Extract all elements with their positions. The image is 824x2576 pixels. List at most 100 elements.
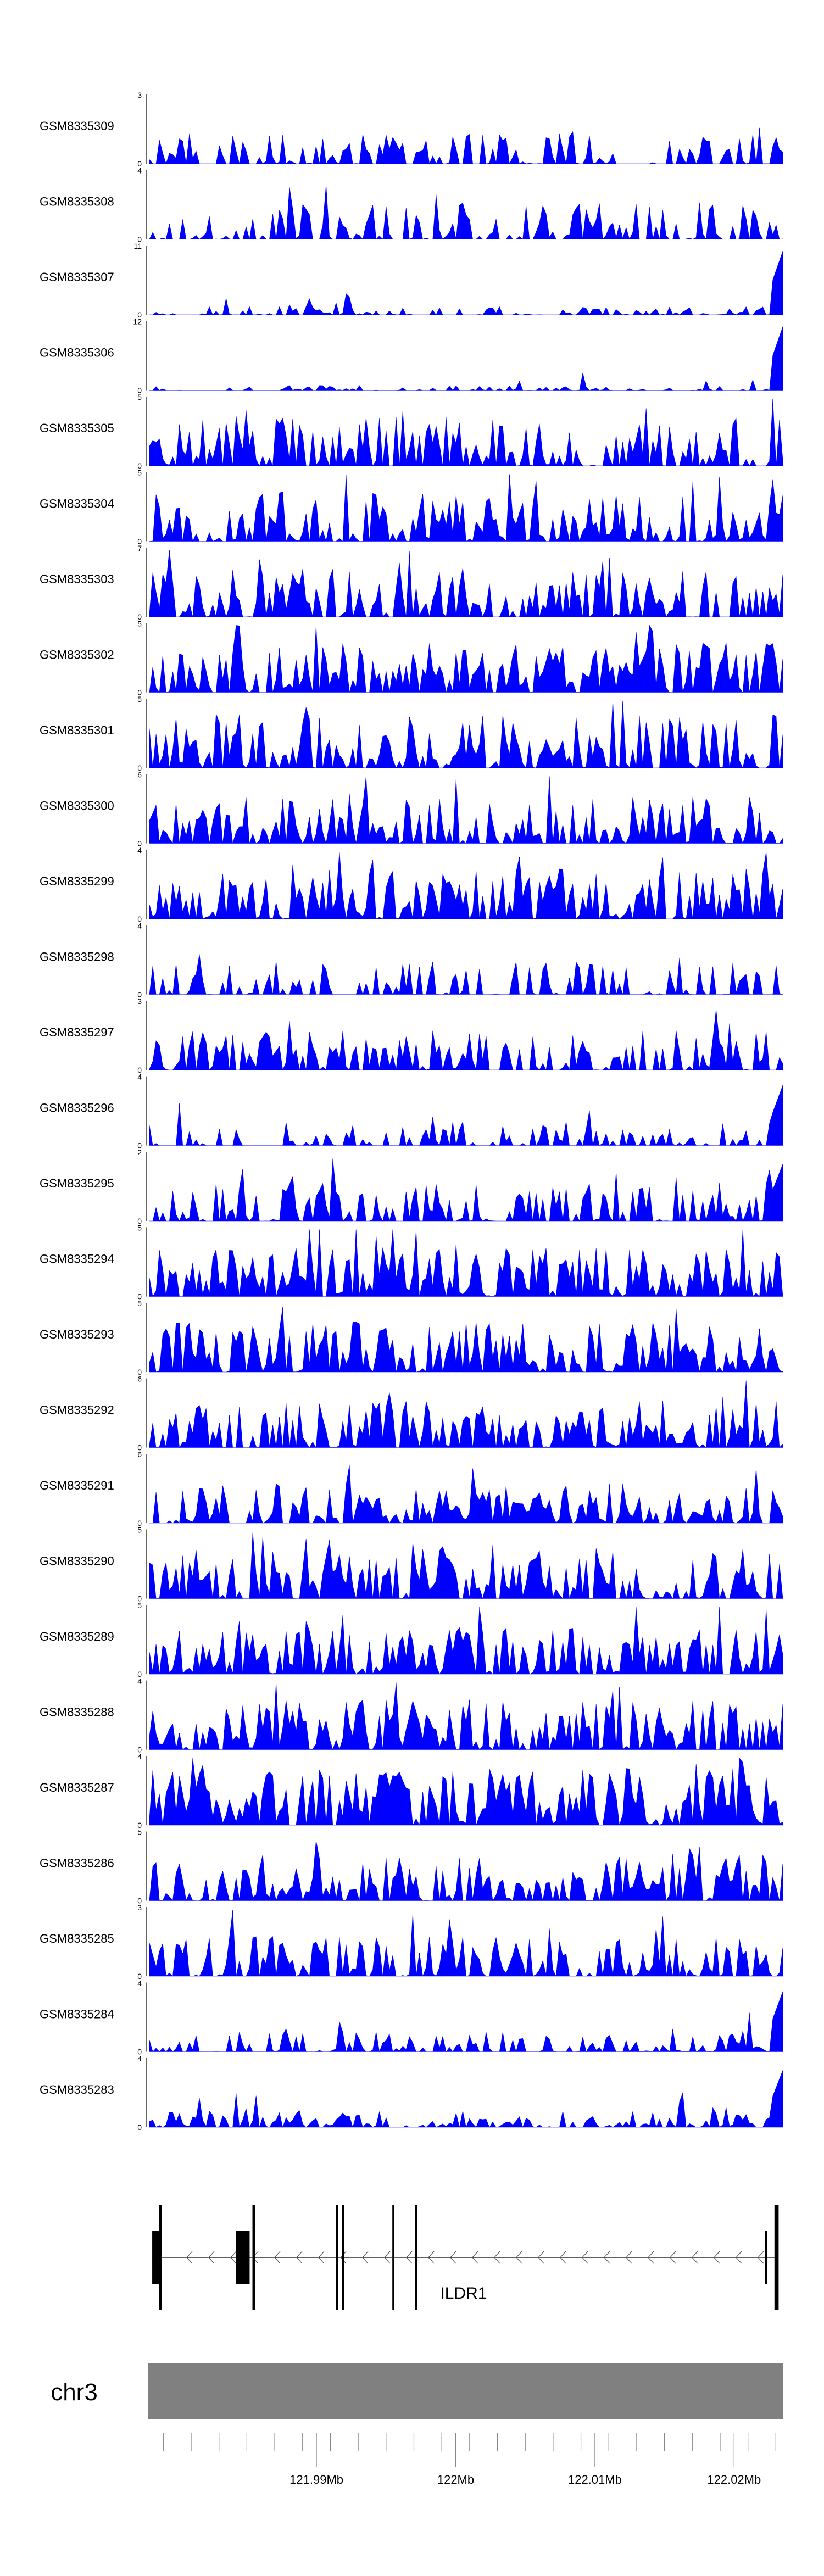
track-label: GSM8335301 (40, 723, 114, 737)
y-axis-min-label: 0 (137, 2048, 142, 2056)
track-label: GSM8335305 (40, 421, 114, 435)
y-axis-min-label: 0 (137, 1670, 142, 1679)
track-GSM8335292: GSM8335292 6 0 (40, 1375, 783, 1452)
track-GSM8335303: GSM8335303 7 0 (40, 544, 783, 621)
strand-chevron (406, 2251, 413, 2264)
track-label: GSM8335304 (40, 497, 114, 511)
y-axis-max-label: 5 (137, 1299, 142, 1308)
strand-chevron (208, 2251, 215, 2264)
y-axis-min-label: 0 (137, 1746, 142, 1754)
y-axis-max-label: 5 (137, 469, 142, 477)
gene-name-label: ILDR1 (440, 2284, 487, 2302)
coverage-signal (149, 185, 783, 240)
track-GSM8335297: GSM8335297 3 0 (40, 997, 783, 1074)
y-axis-min-label: 0 (137, 1519, 142, 1527)
coverage-signal (149, 1307, 783, 1373)
y-axis-max-label: 4 (137, 1677, 142, 1686)
exon-block (236, 2231, 250, 2284)
y-axis-min-label: 0 (137, 1217, 142, 1225)
y-axis-max-label: 7 (137, 544, 142, 553)
y-axis-min-label: 0 (137, 1292, 142, 1301)
track-GSM8335308: GSM8335308 4 0 (40, 166, 783, 244)
y-axis-min-label: 0 (137, 1368, 142, 1376)
y-axis-max-label: 5 (137, 695, 142, 704)
track-label: GSM8335302 (40, 648, 114, 662)
y-axis-max-label: 5 (137, 1828, 142, 1837)
track-GSM8335290: GSM8335290 5 0 (40, 1526, 783, 1603)
y-axis-min-label: 0 (137, 688, 142, 697)
track-label: GSM8335290 (40, 1554, 114, 1568)
track-GSM8335293: GSM8335293 5 0 (40, 1299, 783, 1376)
track-GSM8335296: GSM8335296 4 0 (40, 1073, 783, 1150)
y-axis-max-label: 5 (137, 1526, 142, 1535)
strand-chevron (736, 2251, 742, 2264)
track-label: GSM8335307 (40, 270, 114, 284)
y-axis-max-label: 6 (137, 771, 142, 779)
coverage-signal (149, 127, 783, 165)
track-GSM8335299: GSM8335299 4 0 (40, 846, 783, 923)
utr-line (774, 2205, 777, 2310)
strand-chevron (362, 2251, 369, 2264)
y-axis-max-label: 5 (137, 620, 142, 628)
y-axis-min-label: 0 (137, 461, 142, 470)
y-axis-min-label: 0 (137, 915, 142, 923)
track-label: GSM8335297 (40, 1025, 114, 1039)
track-GSM8335286: GSM8335286 5 0 (40, 1828, 783, 1905)
coverage-signal (149, 1532, 783, 1599)
y-axis-min-label: 0 (137, 1897, 142, 1905)
y-axis-min-label: 0 (137, 1972, 142, 1981)
exon (392, 2205, 394, 2310)
strand-chevron (296, 2251, 303, 2264)
coverage-signal (149, 1465, 783, 1524)
track-label: GSM8335283 (40, 2083, 114, 2097)
chromosome-bar (148, 2363, 783, 2419)
axis-tick-label: 122Mb (437, 2473, 474, 2486)
exon-block (152, 2231, 161, 2284)
axis-tick-label: 122.02Mb (707, 2473, 761, 2486)
strand-chevron (648, 2251, 654, 2264)
y-axis-min-label: 0 (137, 763, 142, 772)
track-GSM8335306: GSM8335306 12 0 (40, 317, 783, 395)
y-axis-max-label: 6 (137, 1450, 142, 1459)
y-axis-min-label: 0 (137, 839, 142, 848)
track-label: GSM8335289 (40, 1630, 114, 1643)
track-GSM8335304: GSM8335304 5 0 (40, 469, 783, 546)
y-axis-max-label: 5 (137, 1224, 142, 1233)
y-axis-min-label: 0 (137, 990, 142, 999)
track-label: GSM8335286 (40, 1856, 114, 1870)
track-label: GSM8335291 (40, 1479, 114, 1492)
exon (336, 2205, 338, 2310)
y-axis-min-label: 0 (137, 612, 142, 621)
track-label: GSM8335296 (40, 1101, 114, 1115)
coverage-signal (149, 1158, 783, 1222)
coverage-signal (149, 251, 783, 315)
track-GSM8335305: GSM8335305 5 0 (40, 393, 783, 470)
strand-chevron (318, 2251, 325, 2264)
track-label: GSM8335292 (40, 1403, 114, 1417)
y-axis-min-label: 0 (137, 1443, 142, 1452)
strand-chevron (714, 2251, 720, 2264)
genomic-axis: 121.99Mb 122Mb 122.01Mb 122.02Mb (163, 2433, 776, 2486)
track-label: GSM8335308 (40, 195, 114, 209)
track-GSM8335291: GSM8335291 6 0 (40, 1450, 783, 1527)
track-GSM8335301: GSM8335301 5 0 (40, 695, 783, 772)
coverage-tracks: GSM833530930GSM833530840GSM8335307110GSM… (40, 91, 783, 2132)
strand-chevron (758, 2251, 764, 2264)
strand-chevron (516, 2251, 522, 2264)
strand-chevron (384, 2251, 391, 2264)
strand-chevron (494, 2251, 500, 2264)
track-GSM8335298: GSM8335298 4 0 (40, 922, 783, 999)
y-axis-max-label: 5 (137, 393, 142, 402)
coverage-signal (149, 1229, 783, 1297)
coverage-signal (149, 1607, 783, 1675)
chromosome-label: chr3 (51, 2379, 98, 2406)
exon-block (765, 2231, 767, 2284)
track-label: GSM8335300 (40, 799, 114, 813)
track-GSM8335284: GSM8335284 4 0 (40, 1979, 783, 2056)
coverage-signal (149, 1009, 783, 1071)
y-axis-min-label: 0 (137, 310, 142, 319)
y-axis-min-label: 0 (137, 1821, 142, 1830)
strand-chevron (428, 2251, 435, 2264)
strand-chevron (274, 2251, 281, 2264)
coverage-signal (149, 851, 783, 920)
